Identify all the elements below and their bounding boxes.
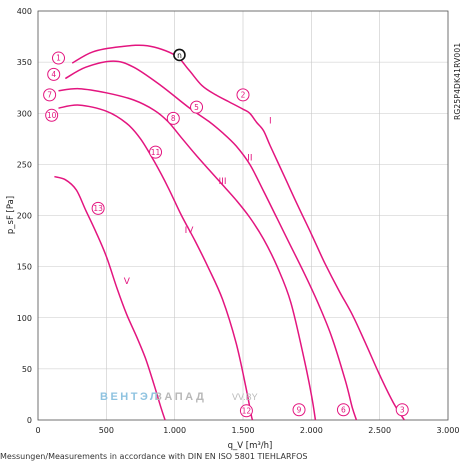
y-axis-title: p_sF [Pa]	[6, 196, 16, 234]
y-tick-label: 0	[27, 416, 32, 425]
marker-label-4: 4	[51, 70, 56, 79]
marker-label-11: 11	[151, 148, 161, 157]
marker-label-8: 8	[171, 114, 176, 123]
marker-label-3: 3	[400, 405, 405, 414]
curve-label-iv: IV	[185, 226, 195, 236]
x-tick-labels: 0 500 1.000 1.500 2.000 2.500 3.000	[35, 426, 459, 435]
x-axis-title: q_V [m³/h]	[228, 441, 273, 451]
y-tick-label: 250	[17, 160, 32, 169]
axes	[37, 10, 449, 421]
marker-circle-8	[166, 111, 180, 125]
series-line-ii	[64, 60, 358, 421]
marker-label-5: 5	[194, 103, 199, 112]
curve-label-v: V	[124, 277, 131, 287]
watermark-text-1: ВЕНТЭЛ	[100, 391, 160, 403]
y-tick-label: 400	[17, 7, 32, 16]
series-line-iv	[58, 104, 254, 421]
x-tick-label: 2.500	[368, 426, 391, 435]
marker-circle-9	[292, 403, 306, 417]
marker-label-9: 9	[297, 405, 302, 414]
y-tick-label: 50	[22, 365, 32, 374]
curve-label-i: I	[269, 116, 272, 126]
marker-circle-1	[52, 51, 65, 65]
plot-frame	[37, 10, 449, 421]
marker-circle-6	[336, 403, 350, 417]
marker-label-12: 12	[242, 406, 252, 415]
series-line-i	[71, 44, 405, 421]
marker-circle-2	[236, 88, 250, 102]
x-tick-label: 1.000	[163, 426, 186, 435]
watermark-text-3: VV.BY	[232, 392, 258, 402]
y-tick-label: 300	[17, 109, 32, 118]
curve-label-iii: III	[219, 177, 227, 187]
marker-circle-4	[47, 67, 61, 81]
marker-circle-5	[190, 100, 204, 114]
x-tick-label: 3.000	[437, 426, 460, 435]
marker-circle-3	[395, 403, 409, 417]
marker-label-6: 6	[341, 405, 346, 414]
y-tick-label: 350	[17, 58, 32, 67]
y-tick-label: 150	[17, 263, 32, 272]
marker-label-13: 13	[93, 204, 103, 213]
marker-label-7: 7	[47, 91, 52, 100]
point-markers: 14 7 10 13 11 8 5 2 12 9 6 3 n	[43, 48, 409, 418]
marker-label-2: 2	[241, 91, 246, 100]
marker-circle-11	[149, 145, 163, 159]
marker-label-10: 10	[47, 111, 57, 120]
marker-circle-12	[239, 404, 253, 418]
series-line-iii	[58, 87, 317, 421]
series-line-v	[54, 175, 166, 421]
y-tick-label: 200	[17, 212, 32, 221]
marker-circle-10	[45, 108, 59, 122]
y-tick-labels: 0 50 100 150 200 250 300 350 400	[17, 7, 32, 425]
grid-lines	[37, 10, 449, 421]
marker-circle-13	[91, 201, 105, 215]
footer-note: Messungen/Measurements in accordance wit…	[0, 452, 307, 461]
highlight-marker-circle	[173, 48, 186, 62]
x-tick-label: 500	[99, 426, 114, 435]
y-tick-label: 100	[17, 314, 32, 323]
watermark-text-2: ЗАПАД	[155, 391, 206, 403]
series-curves	[54, 44, 405, 421]
model-label: RG25P4DK41RV001	[453, 43, 462, 120]
x-tick-label: 0	[35, 426, 40, 435]
marker-label-1: 1	[56, 54, 61, 63]
marker-circle-7	[43, 88, 57, 102]
x-tick-label: 1.500	[232, 426, 255, 435]
curve-label-ii: II	[247, 153, 252, 163]
x-tick-label: 2.000	[300, 426, 323, 435]
highlight-marker-label: n	[177, 51, 182, 60]
